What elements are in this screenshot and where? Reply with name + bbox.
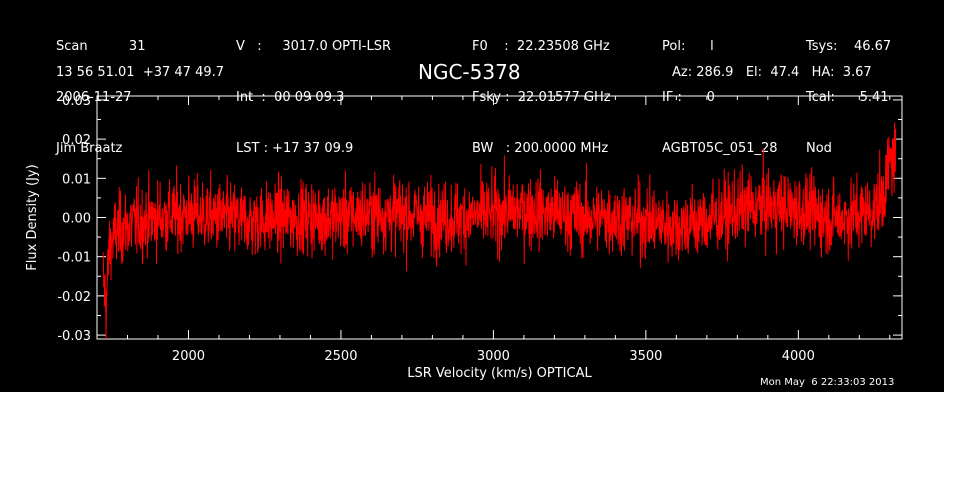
header-column-frequency: F0 : 22.23508 GHz Fsky : 22.01577 GHz BW… [472,4,611,191]
if-number: IF : 0 [662,90,715,105]
switching-mode: Nod [806,141,832,156]
plot-timestamp: Mon May 6 22:33:03 2013 [760,377,895,388]
velocity-value: V : 3017.0 OPTI-LSR [236,39,392,54]
integration-time: Int : 00 09 09.3 [236,90,345,105]
project-id: AGBT05C_051_28 [662,141,778,156]
x-tick-label: 3000 [477,349,510,364]
bandwidth: BW : 200.0000 MHz [472,141,609,156]
spectrum-panel: Scan 31 2006-11-27 Jim Braatz V : 3017.0… [0,0,944,392]
source-name: NGC-5378 [418,60,521,84]
lst-value: LST : +17 37 09.9 [236,141,354,156]
header-column-velocity: V : 3017.0 OPTI-LSR Int : 00 09 09.3 LST… [236,4,391,191]
y-tick-label: 0.03 [62,94,91,109]
x-tick-label: 3500 [629,349,662,364]
observation-date: 2006-11-27 [56,90,132,105]
x-tick-label: 2500 [324,349,357,364]
x-axis-label: LSR Velocity (km/s) OPTICAL [407,366,592,381]
spectrum-line [102,122,897,339]
y-tick-label: -0.01 [57,251,91,266]
header-column-scan: Scan 31 2006-11-27 Jim Braatz [56,4,145,191]
spectrum-chart: 2000 2500 3000 3500 4000 -0.03 -0.02 -0.01 0.00 0… [25,94,903,381]
rest-frequency: F0 : 22.23508 GHz [472,39,610,54]
x-tick-label: 4000 [782,349,815,364]
x-tick-label: 2000 [172,349,205,364]
y-axis-label: Flux Density (Jy) [25,164,40,270]
cal-temperature: Tcal: 5.41 [806,90,889,105]
scan-number: Scan 31 [56,39,146,54]
header-column-polarization: Pol: l IF : 0 AGBT05C_051_28 [662,4,778,191]
y-tick-label: 0.01 [62,172,91,187]
y-tick-label: 0.00 [62,212,91,227]
header-column-system: Tsys: 46.67 Tcal: 5.41 Nod [806,4,891,191]
source-coordinates: 13 56 51.01 +37 47 49.7 [56,65,225,80]
polarization: Pol: l [662,39,714,54]
observer-name: Jim Braatz [56,141,123,156]
y-tick-label: -0.03 [57,329,91,344]
pointing-readout: Az: 286.9 El: 47.4 HA: 3.67 [672,65,872,80]
y-tick-label: -0.02 [57,290,91,305]
y-tick-label: 0.02 [62,133,91,148]
system-temperature: Tsys: 46.67 [806,39,892,54]
